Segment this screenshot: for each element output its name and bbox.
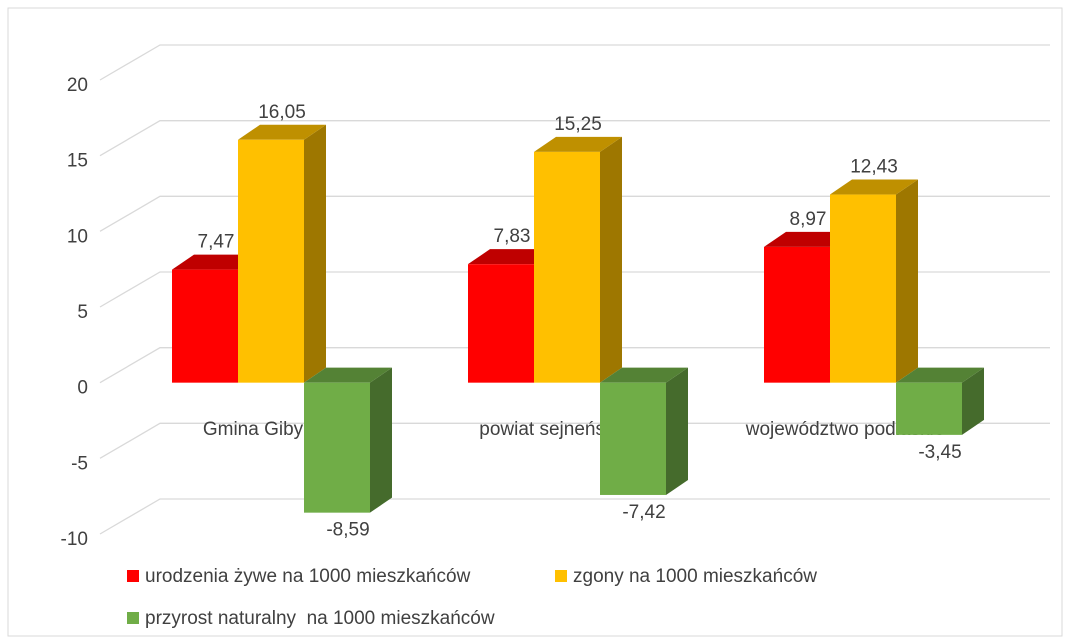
data-label: 7,47	[198, 232, 235, 253]
bar	[830, 194, 896, 383]
data-label: 15,25	[554, 114, 602, 135]
bar-top	[830, 179, 918, 195]
x-tick-label: Gmina Giby	[203, 419, 304, 440]
data-label: 12,43	[850, 157, 898, 178]
bar-side	[370, 367, 392, 513]
y-tick-label: 15	[67, 151, 88, 172]
bar-side	[962, 367, 984, 435]
data-label: 8,97	[790, 209, 827, 230]
bar	[534, 151, 600, 383]
bar	[764, 246, 830, 383]
bar	[468, 264, 534, 383]
y-tick-label: 10	[67, 226, 88, 247]
x-tick-label: województwo podlaskie	[745, 419, 945, 440]
grid-line	[99, 498, 1050, 535]
legend-label: urodzenia żywe na 1000 mieszkańców	[145, 566, 471, 587]
data-label: 16,05	[258, 102, 306, 123]
bar-side	[666, 367, 688, 495]
bar-top	[534, 136, 622, 152]
bar-top	[304, 367, 392, 383]
legend-swatch	[127, 570, 139, 582]
bar	[600, 382, 666, 495]
bar-side	[304, 124, 326, 383]
bar-side	[896, 179, 918, 383]
bar	[896, 382, 962, 435]
bar	[172, 269, 238, 383]
bar-top	[896, 367, 984, 383]
legend-label: zgony na 1000 mieszkańców	[573, 566, 817, 587]
grid-line	[99, 347, 1050, 384]
y-tick-label: 5	[77, 302, 88, 323]
bar-top	[238, 124, 326, 140]
bar-side	[600, 136, 622, 383]
bar	[238, 139, 304, 383]
data-label: -3,45	[918, 442, 961, 463]
data-label: -8,59	[326, 520, 369, 541]
y-tick-label: 20	[67, 75, 88, 96]
data-label: -7,42	[622, 502, 665, 523]
x-tick-label: powiat sejneński	[479, 419, 618, 440]
grid-line	[99, 44, 1050, 81]
legend-swatch	[127, 612, 139, 624]
grid-line	[99, 422, 1050, 459]
bar-top	[600, 367, 688, 383]
bar	[304, 382, 370, 513]
grid-line	[99, 120, 1050, 157]
legend-label: przyrost naturalny na 1000 mieszkańców	[145, 608, 495, 629]
data-label: 7,83	[494, 226, 531, 247]
grid-line	[99, 195, 1050, 232]
grid-line	[99, 271, 1050, 308]
y-tick-label: -5	[71, 453, 88, 474]
y-tick-label: -10	[61, 529, 88, 550]
y-tick-label: 0	[77, 378, 88, 399]
legend-swatch	[555, 570, 567, 582]
